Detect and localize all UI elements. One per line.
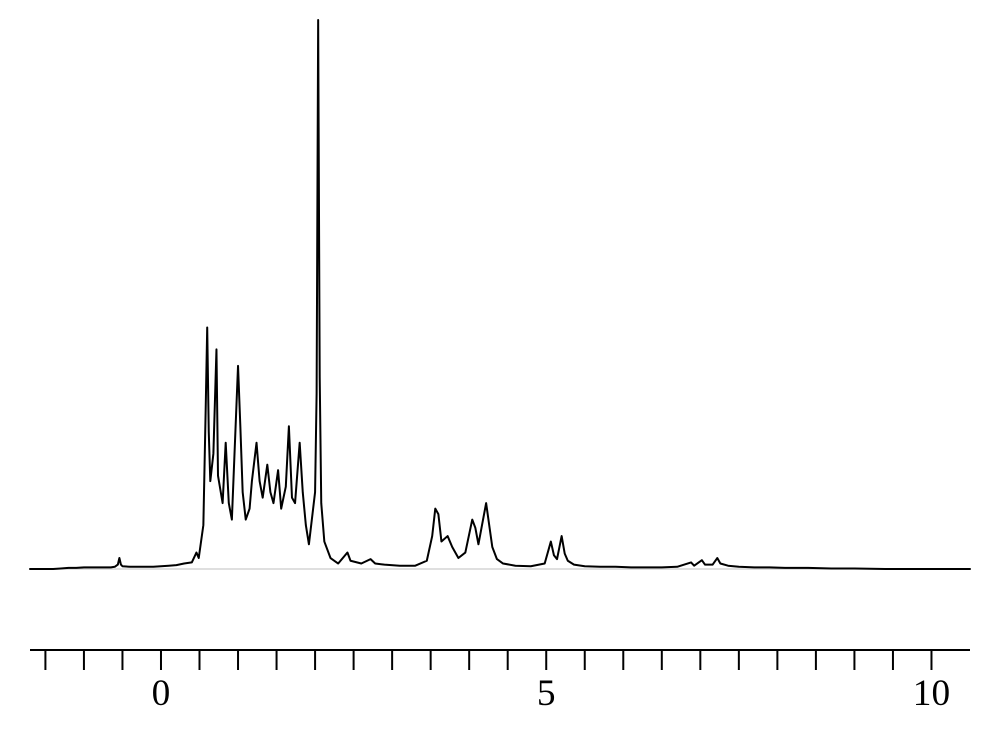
chart-background — [0, 0, 1000, 740]
x-tick-label: 0 — [152, 673, 171, 714]
nmr-spectrum-figure: 0 5 10 — [0, 0, 1000, 740]
x-tick-label: 10 — [913, 673, 950, 714]
spectrum-svg: 0 5 10 — [0, 0, 1000, 740]
x-tick-label: 5 — [537, 673, 556, 714]
